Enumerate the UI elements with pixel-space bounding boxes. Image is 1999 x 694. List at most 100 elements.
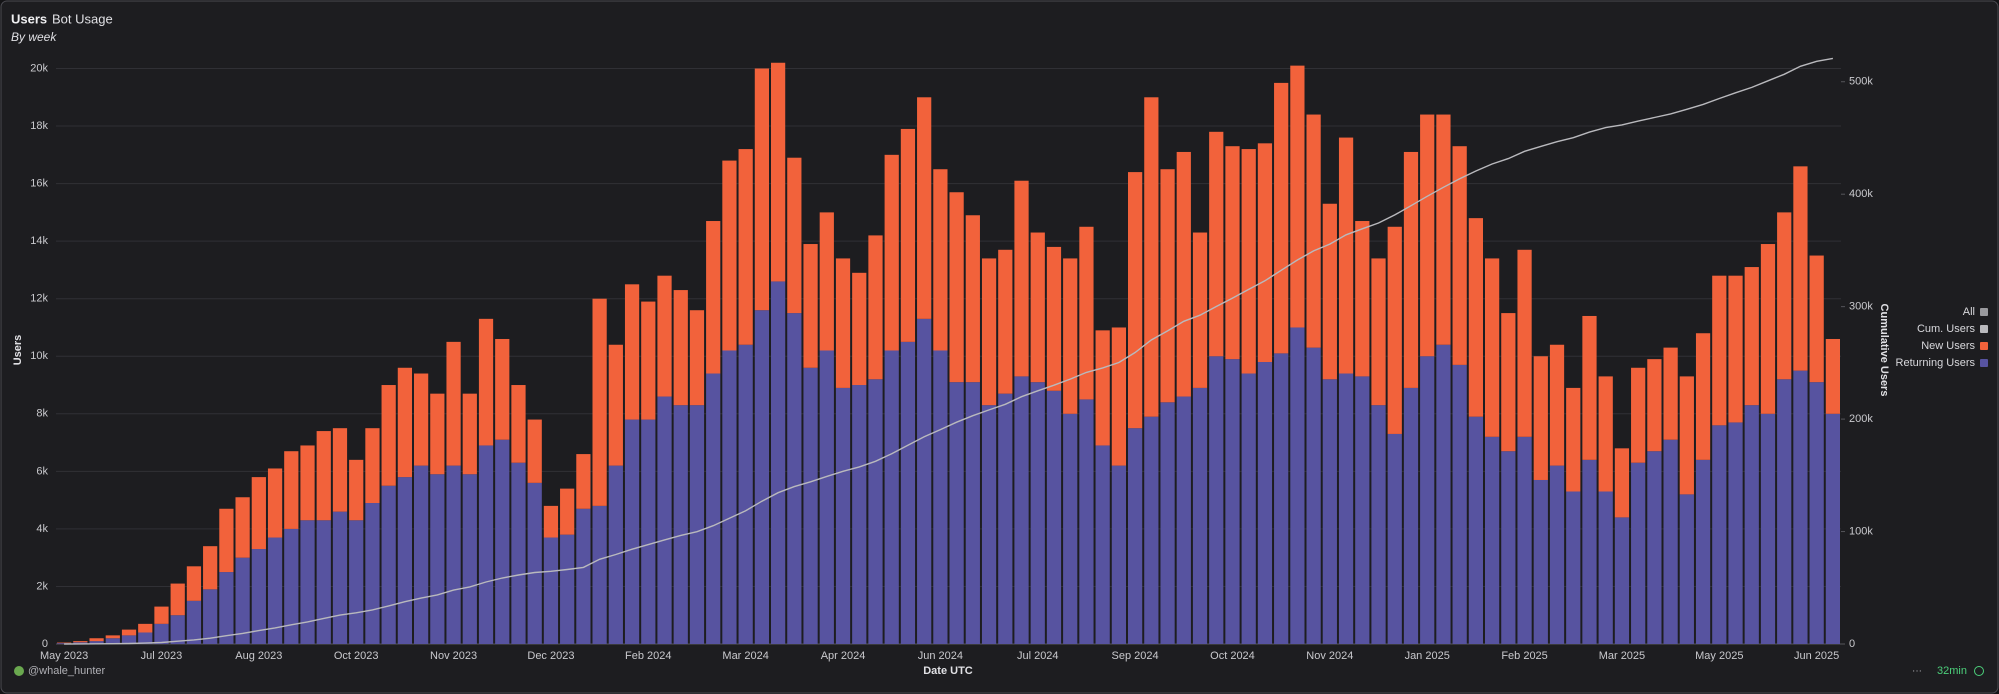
bar-segment — [1614, 448, 1630, 518]
bar-segment — [900, 341, 916, 644]
bar-segment — [673, 290, 688, 406]
bar-segment — [1517, 249, 1532, 437]
x-tick-label: Oct 2024 — [1210, 650, 1255, 662]
x-tick-label: Nov 2023 — [430, 650, 477, 662]
y2-axis-title: Cumulative Users — [1878, 304, 1890, 397]
bar-segment — [1712, 425, 1727, 644]
bar-segment — [624, 284, 640, 420]
bar-segment — [1403, 151, 1419, 388]
more-menu[interactable]: ··· — [1912, 666, 1922, 677]
y-tick-label: 8k — [36, 408, 48, 420]
bar-segment — [1728, 422, 1743, 644]
bar-segment — [1598, 491, 1613, 644]
bar-segment — [868, 235, 883, 380]
bar-segment — [1387, 433, 1402, 644]
y-tick-label: 10k — [30, 350, 48, 362]
bar-segment — [852, 272, 867, 386]
bar-segment — [1501, 451, 1516, 644]
y2-tick-label: 0 — [1849, 638, 1855, 650]
x-tick-label: Apr 2024 — [821, 650, 866, 662]
bar-segment — [965, 382, 980, 644]
bar-segment — [965, 215, 980, 383]
x-tick-label: Mar 2025 — [1599, 650, 1645, 662]
bar-segment — [397, 477, 412, 644]
y2-tick-label: 300k — [1849, 301, 1873, 313]
bar-segment — [787, 157, 802, 314]
bar-segment — [787, 313, 802, 644]
bar-segment — [771, 281, 786, 644]
bar-segment — [235, 557, 250, 644]
bar-segment — [1128, 428, 1143, 644]
bar-segment — [138, 632, 153, 644]
bar-segment — [154, 623, 169, 644]
bar-segment — [284, 528, 299, 644]
bar-segment — [1063, 413, 1078, 644]
y2-tick-label: 400k — [1849, 188, 1873, 200]
bar-segment — [1533, 356, 1548, 480]
bar-segment — [1517, 436, 1532, 644]
bar-segment — [89, 641, 104, 644]
bar-segment — [1176, 396, 1191, 644]
legend-swatch — [1980, 359, 1988, 367]
bar-segment — [365, 503, 380, 644]
bar-segment — [1209, 356, 1224, 644]
bar-segment — [1322, 203, 1337, 380]
bar-segment — [852, 385, 867, 644]
legend-label[interactable]: New Users — [1921, 340, 1975, 352]
bar-segment — [332, 511, 348, 644]
bar-segment — [1468, 218, 1483, 417]
legend-label[interactable]: Returning Users — [1896, 357, 1976, 369]
bar-segment — [349, 459, 364, 521]
bar-segment — [576, 508, 591, 644]
bar-segment — [527, 419, 542, 483]
legend-label[interactable]: Cum. Users — [1917, 323, 1976, 335]
bar-segment — [1809, 382, 1824, 644]
bar-segment — [1793, 370, 1808, 644]
bar-segment — [657, 396, 672, 644]
author[interactable]: @whale_hunter — [28, 665, 106, 677]
refresh-time: 32min — [1937, 665, 1967, 677]
bar-segment — [251, 549, 266, 644]
bar-segment — [381, 385, 396, 486]
bar-segment — [316, 431, 331, 521]
bar-segment — [1485, 436, 1500, 644]
x-tick-label: Jun 2025 — [1794, 650, 1839, 662]
x-tick-label: Oct 2023 — [334, 650, 379, 662]
bar-segment — [949, 382, 964, 644]
bar-segment — [1679, 376, 1694, 495]
bar-segment — [414, 373, 429, 466]
bar-segment — [1695, 459, 1711, 644]
bar-segment — [689, 310, 705, 406]
tab-label[interactable]: Bot Usage — [52, 11, 113, 26]
bar-segment — [1030, 232, 1045, 383]
bar-segment — [495, 338, 510, 440]
bar-segment — [592, 505, 607, 644]
bar-segment — [1468, 416, 1483, 644]
bar-segment — [738, 149, 753, 345]
bar-segment — [803, 367, 818, 644]
y-tick-label: 2k — [36, 580, 48, 592]
bar-segment — [868, 379, 883, 644]
bar-segment — [203, 546, 218, 590]
y-tick-label: 16k — [30, 178, 48, 190]
y-tick-label: 12k — [30, 293, 48, 305]
x-tick-label: Jan 2025 — [1405, 650, 1450, 662]
bar-segment — [1290, 65, 1305, 328]
bar-segment — [722, 160, 737, 351]
legend-label[interactable]: All — [1963, 306, 1975, 318]
bar-segment — [1825, 413, 1840, 644]
bar-segment — [235, 497, 250, 558]
bar-segment — [1436, 114, 1451, 345]
bar-segment — [884, 350, 899, 644]
bar-segment — [1452, 146, 1467, 365]
bar-segment — [219, 508, 234, 573]
bar-segment — [641, 301, 656, 420]
bar-segment — [1566, 387, 1581, 492]
bar-segment — [1436, 344, 1451, 644]
bar-segment — [446, 465, 461, 644]
bar-segment — [1728, 275, 1743, 423]
bar-segment — [478, 318, 494, 446]
bar-segment — [1501, 313, 1516, 452]
